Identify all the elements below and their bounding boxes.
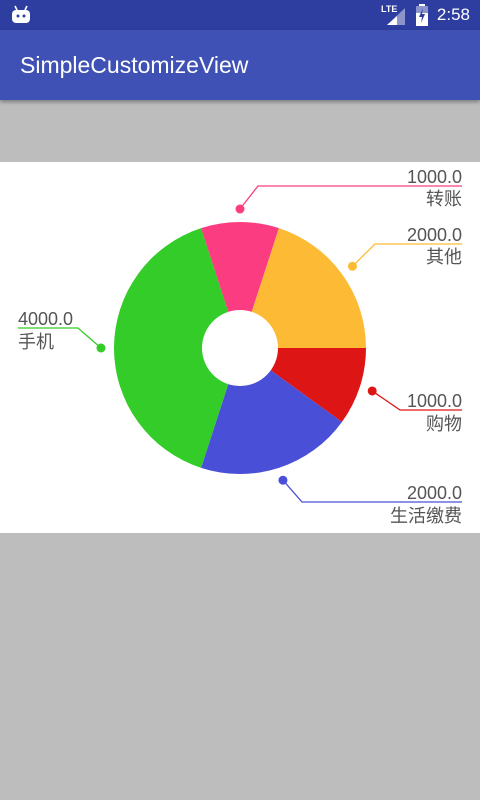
slice-name-label: 购物: [426, 414, 462, 434]
callout-line: [371, 390, 462, 411]
donut-hole: [202, 310, 278, 386]
callout-line: [239, 185, 462, 210]
lte-signal-icon: LTE: [381, 4, 405, 25]
callout-dot: [278, 475, 288, 485]
status-bar: LTE 2:58: [0, 0, 480, 30]
pie-slice: [113, 228, 240, 468]
network-label: LTE: [381, 4, 397, 14]
android-icon: [12, 5, 30, 23]
callout-dot: [367, 386, 377, 396]
callout-line: [282, 479, 462, 503]
slice-value-label: 2000.0: [407, 483, 462, 503]
pie-slice: [201, 222, 279, 348]
callout-dot: [347, 261, 357, 271]
slice-value-label: 1000.0: [407, 391, 462, 411]
battery-icon: [415, 4, 428, 26]
app-title: SimpleCustomizeView: [20, 52, 249, 78]
pie-slice: [240, 228, 366, 348]
slice-name-label: 转账: [426, 189, 462, 209]
callout-line: [18, 327, 102, 349]
slice-value-label: 4000.0: [18, 309, 73, 329]
slice-name-label: 生活缴费: [390, 506, 462, 526]
pie-chart-view: 1000.0 购物 2000.0 生活缴费 4000.0 手机 1000.0 转账 2000.0…: [0, 162, 480, 533]
status-indicators: LTE 2:58: [381, 0, 470, 30]
slice-value-label: 2000.0: [407, 225, 462, 245]
pie-chart: 1000.0购物2000.0生活缴费4000.0手机1000.0转账2000.0…: [18, 167, 462, 526]
slice-name-label: 其他: [426, 247, 462, 267]
status-time: 2:58: [436, 5, 470, 24]
callout-dot: [96, 343, 106, 353]
slice-value-label: 1000.0: [407, 167, 462, 187]
callout-line: [351, 243, 462, 267]
callout-dot: [235, 204, 245, 214]
app-bar: SimpleCustomizeView: [0, 30, 480, 100]
slice-name-label: 手机: [18, 332, 54, 352]
